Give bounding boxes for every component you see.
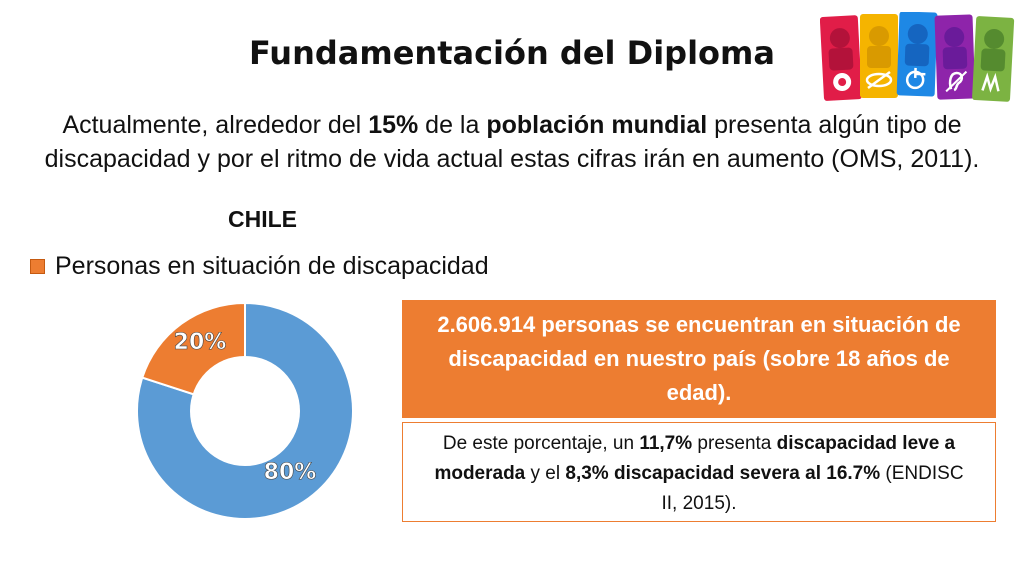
detail-text: De este porcentaje, un [442,433,640,454]
country-heading: CHILE [228,206,297,232]
legend-swatch [30,259,45,274]
intro-highlight-percent: 15% [368,111,419,139]
intro-paragraph: Actualmente, alrededor del 15% de la pob… [20,108,1004,176]
visual-disability-icon [860,14,898,98]
intro-text: presenta algún tipo de discapacidad y po… [44,111,980,173]
detail-box: De este porcentaje, un 11,7% presenta di… [402,422,996,522]
wheelchair-icon [896,11,938,97]
donut-hole [190,356,300,466]
intro-text: de la [418,111,487,139]
detail-highlight: 11,7% [639,433,693,454]
detail-text: presenta [692,433,777,454]
sign-language-icon [972,16,1015,102]
donut-chart-svg: 80% 20% [136,301,354,520]
legend-label: Personas en situación de discapacidad [55,252,489,280]
donut-slice-80 [136,301,354,520]
intro-text: Actualmente, alrededor del [62,111,369,139]
donut-label-20: 20% [174,330,227,355]
accessibility-icons [819,11,1016,104]
highlight-text: 2.606.914 personas se encuentran en situ… [437,312,961,405]
page-title: Fundamentación del Diploma [249,34,775,72]
chart-legend: Personas en situación de discapacidad [30,252,489,281]
detail-text: y el [525,463,566,484]
detail-highlight: 8,3% discapacidad severa al 16.7% [565,463,881,484]
donut-chart: 80% 20% [130,296,360,526]
intro-highlight-population: población mundial [486,111,708,139]
cognitive-disability-icon [819,15,862,101]
detail-highlight: discapacidad leve a moderada [434,433,956,484]
hearing-disability-icon [934,14,976,100]
highlight-box: 2.606.914 personas se encuentran en situ… [402,300,996,418]
detail-text: (ENDISC II, 2015). [661,463,964,514]
donut-label-80: 80% [264,460,317,485]
